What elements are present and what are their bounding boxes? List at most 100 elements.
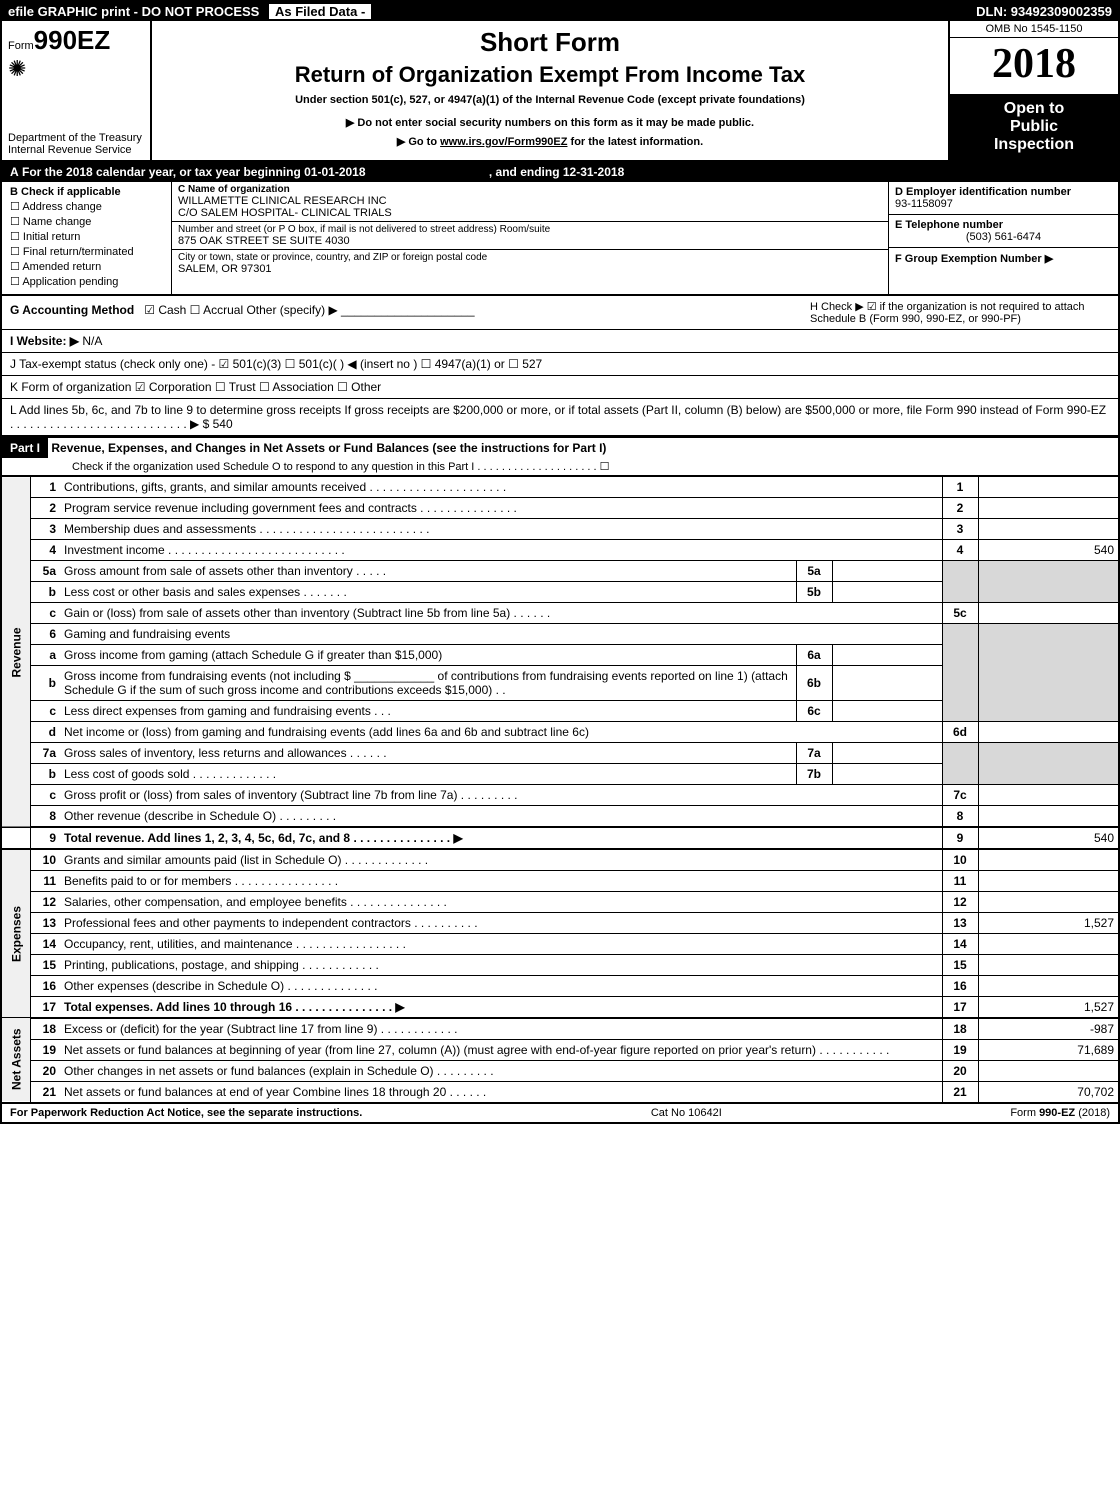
check-initial-return[interactable]: Initial return: [10, 230, 163, 243]
shade-cell: [942, 561, 978, 603]
line-17-value: 1,527: [978, 997, 1118, 1019]
part-1-title: Revenue, Expenses, and Changes in Net As…: [51, 441, 606, 455]
line-5b-desc: Less cost or other basis and sales expen…: [60, 582, 796, 603]
header-left: Form990EZ ✺ Department of the Treasury I…: [2, 21, 152, 160]
line-j-tax-exempt[interactable]: J Tax-exempt status (check only one) - ☑…: [2, 353, 1118, 376]
sub-num: 6c: [796, 701, 832, 722]
line-7a-desc: Gross sales of inventory, less returns a…: [60, 743, 796, 764]
efile-topbar: efile GRAPHIC print - DO NOT PROCESS As …: [2, 2, 1118, 21]
line-3-value: [978, 519, 1118, 540]
line-box-num: 15: [942, 955, 978, 976]
line-3-desc: Membership dues and assessments . . . . …: [60, 519, 942, 540]
label-address: Number and street (or P O box, if mail i…: [178, 224, 882, 235]
line-8-desc: Other revenue (describe in Schedule O) .…: [60, 806, 942, 828]
label-city: City or town, state or province, country…: [178, 252, 882, 263]
label-c: C Name of organization: [178, 184, 290, 195]
line-num: 20: [30, 1061, 60, 1082]
line-7c-desc: Gross profit or (loss) from sales of inv…: [60, 785, 942, 806]
line-6b-value: [832, 666, 942, 701]
sub-num: 7a: [796, 743, 832, 764]
line-box-num: 11: [942, 871, 978, 892]
line-6d-desc: Net income or (loss) from gaming and fun…: [60, 722, 942, 743]
check-amended-return[interactable]: Amended return: [10, 260, 163, 273]
line-l-gross-receipts: L Add lines 5b, 6c, and 7b to line 9 to …: [2, 399, 1118, 437]
line-num: b: [30, 666, 60, 701]
column-d-info: D Employer identification number 93-1158…: [888, 182, 1118, 294]
check-name-change[interactable]: Name change: [10, 215, 163, 228]
header-sub2: ▶ Do not enter social security numbers o…: [162, 116, 938, 129]
entity-block: B Check if applicable Address change Nam…: [2, 182, 1118, 296]
line-5c-desc: Gain or (loss) from sale of assets other…: [60, 603, 942, 624]
line-box-num: 2: [942, 498, 978, 519]
irs-seal-icon: ✺: [8, 56, 144, 82]
footer-paperwork: For Paperwork Reduction Act Notice, see …: [10, 1107, 362, 1119]
line-17-desc: Total expenses. Add lines 10 through 16 …: [64, 1000, 405, 1014]
line-18-desc: Excess or (deficit) for the year (Subtra…: [60, 1018, 942, 1040]
shade-cell: [978, 624, 1118, 722]
line-num: 10: [30, 849, 60, 871]
open-line3: Inspection: [954, 136, 1114, 154]
line-6b-desc: Gross income from fundraising events (no…: [60, 666, 796, 701]
line-4-value: 540: [978, 540, 1118, 561]
accounting-method-options[interactable]: ☑ Cash ☐ Accrual Other (specify) ▶ _____…: [144, 303, 474, 317]
website-value: N/A: [82, 334, 102, 348]
line-box-num: 14: [942, 934, 978, 955]
short-form-title: Short Form: [162, 27, 938, 58]
sub-num: 5a: [796, 561, 832, 582]
line-box-num: 18: [942, 1018, 978, 1040]
line-15-desc: Printing, publications, postage, and shi…: [60, 955, 942, 976]
line-10-value: [978, 849, 1118, 871]
line-num: 11: [30, 871, 60, 892]
return-title: Return of Organization Exempt From Incom…: [162, 62, 938, 88]
line-5a-desc: Gross amount from sale of assets other t…: [60, 561, 796, 582]
label-g: G Accounting Method: [10, 303, 134, 317]
irs-link[interactable]: www.irs.gov/Form990EZ: [440, 136, 567, 148]
line-num: 17: [30, 997, 60, 1019]
line-box-num: 4: [942, 540, 978, 561]
line-num: 14: [30, 934, 60, 955]
line-num: 7a: [30, 743, 60, 764]
sub-num: 6b: [796, 666, 832, 701]
line-2-value: [978, 498, 1118, 519]
footer-cat-no: Cat No 10642I: [651, 1107, 722, 1119]
line-6c-desc: Less direct expenses from gaming and fun…: [60, 701, 796, 722]
line-num: 1: [30, 477, 60, 498]
line-num: b: [30, 582, 60, 603]
goto-post: for the latest information.: [567, 136, 703, 148]
line-5a-value: [832, 561, 942, 582]
line-h-schedule-b: H Check ▶ ☑ if the organization is not r…: [810, 300, 1110, 325]
line-box-num: 3: [942, 519, 978, 540]
line-11-desc: Benefits paid to or for members . . . . …: [60, 871, 942, 892]
line-18-value: -987: [978, 1018, 1118, 1040]
line-num: 3: [30, 519, 60, 540]
line-1-desc: Contributions, gifts, grants, and simila…: [60, 477, 942, 498]
org-care-of: C/O SALEM HOSPITAL- CLINICAL TRIALS: [178, 207, 882, 219]
section-revenue: Revenue: [2, 477, 30, 828]
period-end: , and ending 12-31-2018: [489, 165, 624, 179]
line-16-desc: Other expenses (describe in Schedule O) …: [60, 976, 942, 997]
part-1-header: Part I Revenue, Expenses, and Changes in…: [2, 437, 1118, 476]
line-box-num: 5c: [942, 603, 978, 624]
label-phone: E Telephone number: [895, 219, 1003, 231]
column-b-checks: B Check if applicable Address change Nam…: [2, 182, 172, 294]
header-sub3: ▶ Go to www.irs.gov/Form990EZ for the la…: [162, 135, 938, 148]
check-address-change[interactable]: Address change: [10, 200, 163, 213]
line-k-form-org[interactable]: K Form of organization ☑ Corporation ☐ T…: [2, 376, 1118, 399]
line-20-value: [978, 1061, 1118, 1082]
line-box-num: 20: [942, 1061, 978, 1082]
row-a-period: A For the 2018 calendar year, or tax yea…: [2, 162, 1118, 182]
line-num: 16: [30, 976, 60, 997]
part-1-label: Part I: [2, 438, 48, 458]
sub-num: 7b: [796, 764, 832, 785]
line-box-num: 7c: [942, 785, 978, 806]
part-1-schedule-o-check[interactable]: Check if the organization used Schedule …: [2, 458, 1118, 475]
dept-treasury: Department of the Treasury: [8, 132, 144, 144]
check-final-return[interactable]: Final return/terminated: [10, 245, 163, 258]
line-box-num: 19: [942, 1040, 978, 1061]
line-num: 21: [30, 1082, 60, 1103]
line-1-value: [978, 477, 1118, 498]
check-application-pending[interactable]: Application pending: [10, 275, 163, 288]
section-net-assets: Net Assets: [2, 1018, 30, 1102]
line-13-desc: Professional fees and other payments to …: [60, 913, 942, 934]
line-num: 13: [30, 913, 60, 934]
